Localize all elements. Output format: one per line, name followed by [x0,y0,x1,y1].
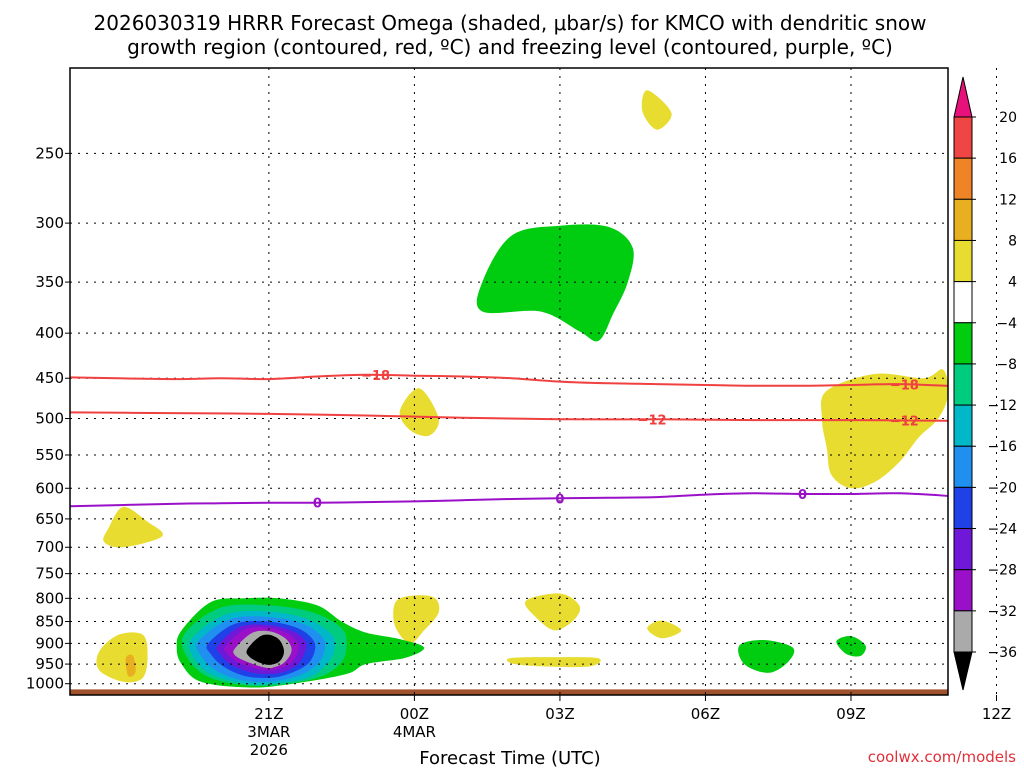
contour-label-freezing_0-2: 0 [798,488,807,503]
x-tick-label-5-1: 4MAR [393,723,436,741]
colorbar-label-9: −20 [987,480,1017,496]
plot-area [70,90,948,695]
colorbar-box-0 [953,116,973,159]
contour-label-dendritic_minus18-1: −18 [890,378,919,393]
colorbar-label-8: −16 [987,439,1017,455]
x-tick-label-5-0: 00Z [400,705,429,723]
y-tick-label-800: 800 [35,589,64,607]
y-tick-label-500: 500 [35,410,64,428]
colorbar-box-4 [953,281,973,324]
contour-label-dendritic_minus12-1: −12 [890,414,919,429]
colorbar-box-8 [953,445,973,488]
colorbar-box-1 [953,157,973,200]
y-tick-label-750: 750 [35,565,64,583]
x-tick-label-2-1: 3MAR [247,723,290,741]
y-tick-label-700: 700 [35,538,64,556]
colorbar-label-13: −36 [987,645,1017,661]
omega-area-8 [506,657,601,668]
x-tick-label-17-0: 12Z [982,705,1011,723]
colorbar-label-2: 12 [999,192,1017,208]
colorbar-box-2 [953,198,973,241]
site-credit[interactable]: coolwx.com/models [868,748,1016,766]
y-tick-label-900: 900 [35,634,64,652]
colorbar-label-6: −8 [996,357,1017,373]
contour-label-dendritic_minus12-0: −12 [638,413,667,428]
colorbar-box-11 [953,569,973,612]
colorbar-arrow-bottom [953,651,973,691]
colorbar-box-7 [953,404,973,447]
colorbar-box-6 [953,363,973,406]
x-tick-label-11-0: 06Z [691,705,720,723]
colorbar-label-5: −4 [996,316,1017,332]
colorbar-box-10 [953,528,973,571]
contour-label-freezing_0-1: 0 [555,492,564,507]
omega-area-9 [96,632,148,683]
contour-dendritic_minus12 [70,411,948,422]
y-tick-label-450: 450 [35,369,64,387]
plot-frame [69,67,949,696]
y-tick-label-350: 350 [35,273,64,291]
y-axis-ticks: 250 300 350 400 450 500 550 600 650 700 750 800 850 9… [26,144,70,693]
colorbar: 20 16 12 8 4 −4 −8 −12 −16 −20 −24 −28 −32 −36 [953,76,1017,691]
colorbar-arrow-top [953,76,973,118]
x-tick-label-8-0: 03Z [545,705,574,723]
colorbar-label-4: 4 [1008,275,1017,291]
y-tick-label-850: 850 [35,613,64,631]
chart-title-line-1: 2026030319 HRRR Forecast Omega (shaded, … [94,11,927,35]
y-tick-label-400: 400 [35,324,64,342]
contour-label-freezing_0-0: 0 [313,497,322,512]
temperature-contours: −18 −18 −12 −12 0 0 0 [70,369,948,512]
colorbar-box-9 [953,486,973,530]
omega-area-4 [103,506,163,548]
y-tick-label-950: 950 [35,655,64,673]
y-tick-label-250: 250 [35,144,64,162]
colorbar-box-5 [953,322,973,365]
surface-band [70,689,948,695]
omega-area-2 [641,90,672,130]
colorbar-label-3: 8 [1008,233,1017,249]
colorbar-label-10: −24 [987,522,1017,538]
omega-area-11 [738,639,795,673]
omega-area-6 [524,593,581,631]
x-axis-label: Forecast Time (UTC) [419,748,600,768]
colorbar-label-0: 20 [999,110,1017,126]
y-tick-label-600: 600 [35,479,64,497]
omega-area-12 [836,635,866,657]
x-tick-label-2-0: 21Z [254,705,283,723]
colorbar-box-3 [953,239,973,283]
contour-freezing_0 [70,492,948,508]
contour-dendritic_minus18 [70,373,948,387]
x-tick-label-14-0: 09Z [836,705,865,723]
omega-shading [70,90,948,695]
colorbar-box-12 [953,610,973,653]
grid-lines [70,68,998,695]
omega-area-7 [647,620,682,639]
colorbar-label-1: 16 [999,151,1017,167]
y-tick-label-1000: 1000 [26,675,64,693]
omega-area-1 [476,224,634,342]
omega-area-3 [399,388,439,437]
x-tick-label-2-2: 2026 [250,741,288,759]
colorbar-label-11: −28 [987,563,1017,579]
omega-area-10 [125,654,136,677]
chart-title-line-2: growth region (contoured, red, ºC) and f… [127,35,893,59]
omega-area-5 [393,595,440,644]
colorbar-label-7: −12 [987,398,1017,414]
omega-area-0 [820,369,948,489]
y-tick-label-550: 550 [35,446,64,464]
contour-label-dendritic_minus18-0: −18 [361,369,390,384]
y-tick-label-300: 300 [35,214,64,232]
colorbar-label-12: −32 [987,604,1017,620]
omega-area-21 [246,634,284,665]
y-tick-label-650: 650 [35,510,64,528]
